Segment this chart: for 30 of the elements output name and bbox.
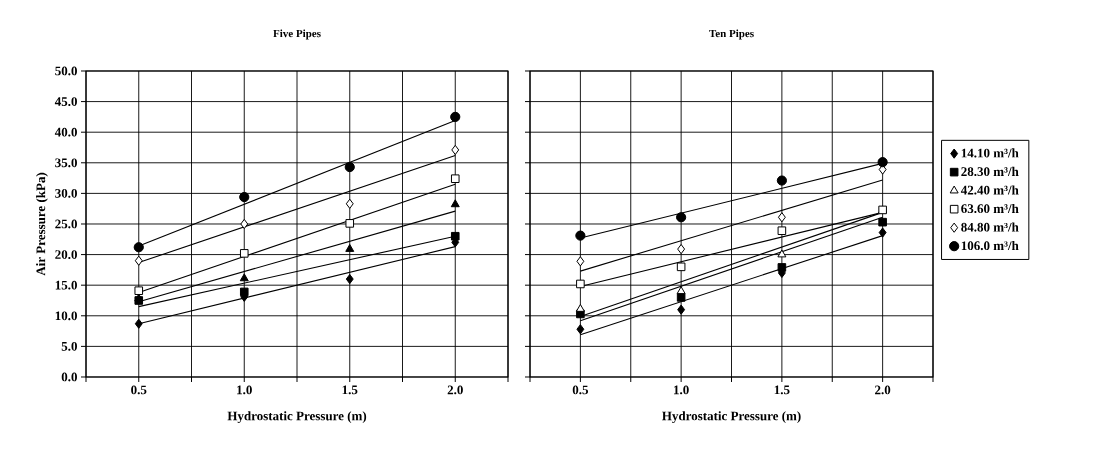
legend-label: 84.80 m³/h [961,222,1019,232]
y-tick-label: 15.0 [55,280,77,290]
x-tick-label: 2.0 [447,385,463,395]
y-tick-label: 0.0 [61,372,77,382]
legend-label: 106.0 m³/h [961,240,1019,251]
y-tick-label: 50.0 [55,66,77,76]
x-axis-title: Hydrostatic Pressure (m) [227,411,367,424]
y-tick-label: 35.0 [55,158,77,168]
y-tick-label: 45.0 [54,97,77,107]
y-tick-label: 30.0 [55,188,77,198]
x-tick-label: 1.5 [342,385,358,395]
y-tick-label: 5.0 [61,341,77,351]
legend-label: 42.40 m³/h [960,185,1019,195]
chart-title: Ten Pipes [709,29,754,40]
x-axis-title: Hydrostatic Pressure (m) [662,411,801,424]
x-tick-label: 0.5 [572,385,589,395]
chart-title: Five Pipes [273,29,321,40]
x-tick-label: 1.0 [237,385,252,395]
x-tick-label: 1.0 [674,385,689,395]
y-tick-label: 10.0 [55,311,77,321]
x-tick-label: 2.0 [875,385,891,395]
y-tick-label: 40.0 [54,127,77,137]
legend-label: 28.30 m³/h [961,166,1019,177]
y-tick-label: 20.0 [55,250,77,260]
y-tick-label: 25.0 [55,219,77,229]
y-axis-title: Air Pressure (kPa) [36,172,48,276]
legend-label: 63.60 m³/h [961,203,1019,214]
legend-label: 14.10 m³/h [961,148,1019,158]
x-tick-label: 0.5 [131,385,147,395]
x-tick-label: 1.5 [774,385,790,395]
